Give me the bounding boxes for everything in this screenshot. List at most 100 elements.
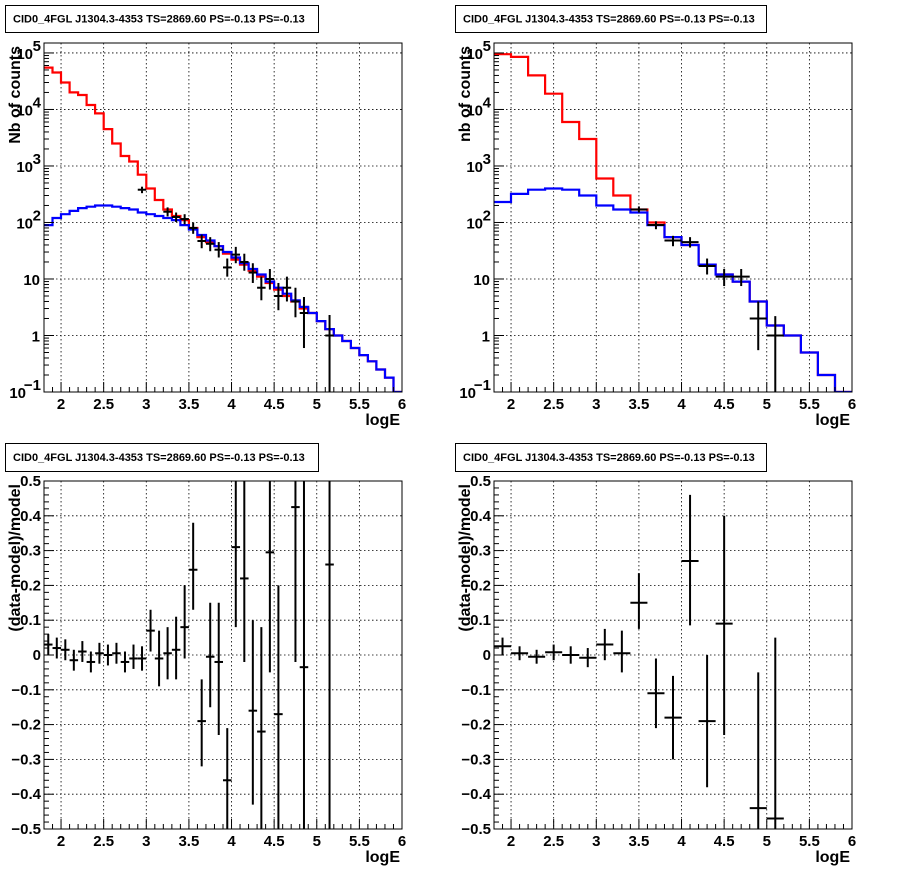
data-point [749,672,767,829]
data-point [61,639,70,661]
title-box [5,5,319,33]
data-point [197,234,206,249]
data-point [265,269,275,290]
y-tick-label: 0.1 [470,612,491,629]
data-point [766,316,784,392]
data-point [325,481,334,829]
y-tick-exponent: 4 [483,94,492,111]
title-box [455,5,767,33]
x-tick-label: 3 [142,833,150,850]
title-box [455,443,767,472]
y-tick-label: 10 [459,385,476,402]
y-tick-label: 0.4 [470,508,492,525]
x-tick-label: 2.5 [93,833,114,850]
data-point [240,481,249,662]
y-tick-label: 10 [16,46,33,63]
data-point [154,630,164,687]
data-point [613,630,631,673]
x-tick-label: 3 [592,396,600,413]
y-tick-label: 10 [466,159,483,176]
grid [44,481,402,829]
data-point [664,235,682,247]
y-tick-label: 10 [16,215,33,232]
x-tick-label: 3.5 [178,833,199,850]
data-point [231,246,241,264]
x-tick-label: 2 [57,833,65,850]
y-tick-label: 0 [483,647,491,664]
data-point [188,222,198,234]
data-point [163,207,172,217]
data-point [698,258,716,275]
x-tick-label: 4 [677,833,686,850]
x-axis-label: logE [365,849,400,866]
data-point [494,637,512,655]
data-point [545,644,563,661]
y-tick-label: 0.3 [470,543,491,560]
source-model-histogram [44,204,402,392]
x-tick-label: 3 [142,396,150,413]
data-point [223,258,232,277]
y-tick-label: −0.5 [461,821,491,838]
y-axis-label: Nb of counts [7,46,24,144]
data-point [766,637,784,829]
x-axis-label: logE [815,849,850,866]
data-point [511,646,529,661]
x-tick-label: 2.5 [93,396,114,413]
data-point [265,481,275,673]
y-tick-label: −0.3 [461,751,491,768]
y-tick-label: 0.2 [20,577,41,594]
chart-panel: CID0_4FGL J1304.3-4353 TS=2869.60 PS=-0.… [5,5,406,429]
x-axis-label: logE [365,412,400,429]
plot-area [44,481,334,829]
y-tick-label: −0.1 [461,682,491,699]
plot-area [494,494,784,829]
x-tick-label: 6 [848,833,856,850]
chart-panel: CID0_4FGL J1304.3-4353 TS=2869.60 PS=-0.… [5,443,406,866]
data-point [137,646,147,671]
data-point [69,649,79,671]
data-point [664,675,682,760]
x-tick-label: 6 [848,396,856,413]
data-point [103,644,113,666]
data-point [596,628,614,661]
total-model-histogram [44,66,402,392]
data-point [257,627,266,829]
y-tick-label: 10 [9,385,26,402]
title-box [5,443,319,472]
x-tick-label: 2.5 [543,396,564,413]
x-tick-label: 2 [507,396,515,413]
data-point [44,634,53,655]
x-tick-label: 4.5 [264,396,285,413]
y-tick-label: 0.4 [20,508,42,525]
plot-area [44,66,402,392]
data-point [248,620,258,805]
x-axis [493,382,853,392]
data-point [171,616,181,680]
data-point [180,214,189,225]
x-tick-label: 5.5 [799,396,820,413]
data-point [120,651,130,673]
y-tick-label: 10 [16,102,33,119]
x-tick-label: 3 [592,833,600,850]
chart-panel: CID0_4FGL J1304.3-4353 TS=2869.60 PS=-0.… [455,5,856,429]
data-point [647,658,665,729]
data-point [274,585,283,829]
plot-frame [43,42,403,393]
x-tick-label: 5 [313,833,321,850]
y-tick-exponent: 5 [483,38,491,55]
grid [494,481,852,829]
y-tick-label: −0.2 [461,717,491,734]
data-point [681,237,699,248]
data-point [171,212,181,222]
y-tick-label: −0.5 [11,821,41,838]
data-point [749,301,767,351]
data-point [630,573,648,629]
data-point [129,644,138,669]
x-tick-label: 2.5 [543,833,564,850]
data-point [180,585,189,659]
x-tick-label: 4 [677,396,686,413]
y-tick-exponent: 3 [33,151,41,168]
y-axis-label: (data-model)/model [457,484,474,632]
data-point [112,642,121,664]
